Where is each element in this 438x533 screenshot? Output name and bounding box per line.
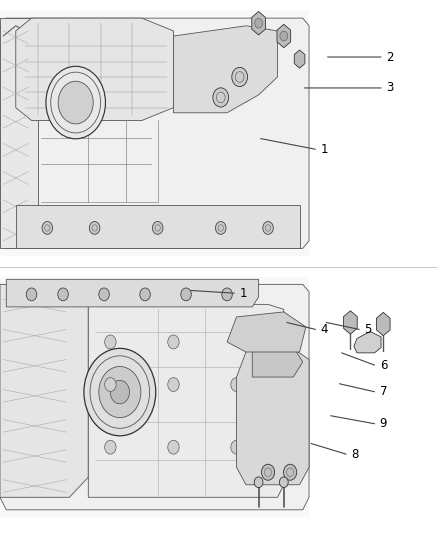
Polygon shape — [252, 12, 265, 35]
Circle shape — [280, 31, 288, 41]
Polygon shape — [0, 277, 309, 518]
Circle shape — [222, 288, 232, 301]
Polygon shape — [354, 332, 381, 353]
Circle shape — [279, 477, 288, 488]
Polygon shape — [0, 285, 88, 497]
Circle shape — [231, 440, 242, 454]
Circle shape — [89, 222, 100, 235]
Text: 4: 4 — [321, 323, 328, 336]
Polygon shape — [277, 25, 291, 48]
Circle shape — [213, 88, 229, 107]
Circle shape — [168, 377, 179, 391]
Circle shape — [99, 367, 141, 418]
Circle shape — [261, 464, 275, 480]
Circle shape — [84, 349, 156, 436]
Text: 2: 2 — [386, 51, 394, 63]
Polygon shape — [88, 304, 284, 497]
Circle shape — [105, 335, 116, 349]
Polygon shape — [6, 279, 258, 307]
Polygon shape — [16, 18, 173, 120]
Polygon shape — [252, 347, 303, 377]
Polygon shape — [237, 342, 309, 485]
Polygon shape — [0, 285, 309, 510]
Circle shape — [168, 440, 179, 454]
Circle shape — [152, 222, 163, 235]
Circle shape — [105, 440, 116, 454]
Circle shape — [110, 381, 130, 404]
Text: 7: 7 — [380, 385, 387, 398]
Polygon shape — [227, 312, 306, 352]
Text: 5: 5 — [364, 323, 372, 336]
Circle shape — [263, 222, 273, 235]
Circle shape — [181, 288, 191, 301]
Polygon shape — [16, 205, 300, 248]
Polygon shape — [376, 312, 390, 336]
Circle shape — [42, 222, 53, 235]
Circle shape — [105, 377, 116, 391]
Circle shape — [215, 222, 226, 235]
Circle shape — [231, 377, 242, 391]
Text: 6: 6 — [380, 359, 387, 372]
Circle shape — [232, 67, 247, 86]
Text: 3: 3 — [386, 82, 394, 94]
Circle shape — [58, 288, 68, 301]
Circle shape — [140, 288, 150, 301]
Polygon shape — [0, 11, 309, 256]
Text: 1: 1 — [321, 143, 328, 156]
Circle shape — [168, 335, 179, 349]
Polygon shape — [173, 26, 278, 113]
Polygon shape — [294, 50, 305, 68]
Circle shape — [283, 464, 297, 480]
Circle shape — [46, 66, 106, 139]
Polygon shape — [0, 18, 309, 248]
Text: 8: 8 — [351, 448, 359, 461]
Polygon shape — [343, 311, 357, 334]
Polygon shape — [0, 18, 38, 248]
Circle shape — [254, 477, 263, 488]
Text: 9: 9 — [380, 417, 387, 430]
Circle shape — [99, 288, 110, 301]
Circle shape — [58, 81, 93, 124]
Circle shape — [254, 19, 262, 28]
Text: 1: 1 — [240, 287, 247, 300]
Circle shape — [26, 288, 37, 301]
